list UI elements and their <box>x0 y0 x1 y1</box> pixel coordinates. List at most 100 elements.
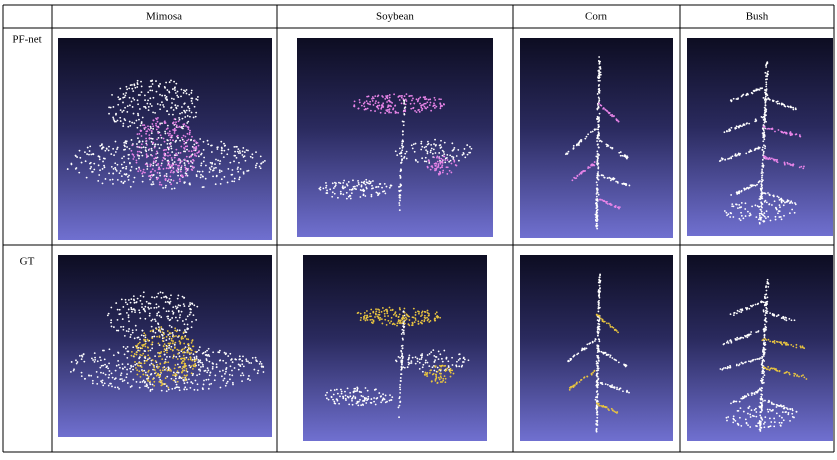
point <box>601 405 604 408</box>
point <box>144 385 147 387</box>
point <box>170 97 173 100</box>
point <box>398 397 401 400</box>
point <box>140 135 143 137</box>
point <box>595 404 598 407</box>
point <box>737 364 740 367</box>
point <box>423 373 426 376</box>
point <box>91 382 94 385</box>
point <box>108 348 111 351</box>
point <box>158 147 161 150</box>
point <box>72 369 75 372</box>
point <box>388 111 390 114</box>
point <box>132 346 135 349</box>
point <box>377 107 380 110</box>
point <box>596 184 599 186</box>
point <box>357 181 360 184</box>
point <box>117 351 119 354</box>
point <box>383 182 386 185</box>
point <box>437 165 440 168</box>
point <box>402 338 404 341</box>
point <box>155 150 158 153</box>
point <box>741 125 743 128</box>
point <box>606 145 608 148</box>
point <box>764 192 767 195</box>
point <box>761 418 764 421</box>
point <box>450 171 453 174</box>
point <box>595 428 598 431</box>
point <box>596 174 599 177</box>
point <box>763 353 766 355</box>
point <box>745 152 748 155</box>
point <box>120 298 123 301</box>
point <box>173 347 176 349</box>
point <box>143 332 146 335</box>
point <box>595 155 598 158</box>
point <box>426 150 429 153</box>
point <box>774 218 777 221</box>
point <box>159 93 161 96</box>
point <box>191 320 193 323</box>
point <box>362 102 365 105</box>
point <box>433 156 435 159</box>
point <box>760 402 763 404</box>
point <box>794 202 796 204</box>
point <box>603 320 606 323</box>
point <box>149 178 151 181</box>
point <box>397 320 400 323</box>
point <box>612 326 615 329</box>
point <box>463 148 466 150</box>
point <box>759 430 762 432</box>
point <box>375 310 378 313</box>
point <box>183 382 186 385</box>
point <box>738 217 741 220</box>
point <box>598 69 601 72</box>
point <box>80 375 83 378</box>
point <box>598 306 601 309</box>
point <box>117 96 120 99</box>
point <box>186 323 189 326</box>
point <box>220 170 223 172</box>
point <box>403 113 406 116</box>
point <box>464 156 467 159</box>
point <box>183 347 186 350</box>
point <box>156 103 159 105</box>
point <box>135 159 138 162</box>
point <box>122 122 125 125</box>
point <box>421 314 423 316</box>
point <box>183 305 186 307</box>
point <box>165 347 168 350</box>
point <box>172 374 174 377</box>
point <box>185 92 188 95</box>
point <box>616 206 619 209</box>
point <box>605 353 608 356</box>
point <box>182 175 184 178</box>
point <box>766 78 768 81</box>
point <box>443 375 446 377</box>
point <box>229 161 232 164</box>
point <box>402 110 405 113</box>
point <box>202 148 205 151</box>
point <box>356 388 359 391</box>
point <box>437 164 440 167</box>
point <box>140 334 143 337</box>
point <box>114 140 117 143</box>
point <box>136 369 139 371</box>
point <box>404 152 407 155</box>
point <box>183 109 185 112</box>
point <box>176 297 179 300</box>
point <box>151 79 154 82</box>
point <box>609 114 612 117</box>
point <box>755 415 758 418</box>
point <box>231 173 234 176</box>
point <box>219 183 222 185</box>
point <box>783 318 786 321</box>
point <box>193 356 196 359</box>
point <box>761 174 763 177</box>
point <box>245 360 248 362</box>
point <box>109 178 111 181</box>
point <box>118 308 121 311</box>
point <box>174 329 177 332</box>
point <box>420 106 423 109</box>
point <box>147 349 150 352</box>
point <box>801 346 804 349</box>
